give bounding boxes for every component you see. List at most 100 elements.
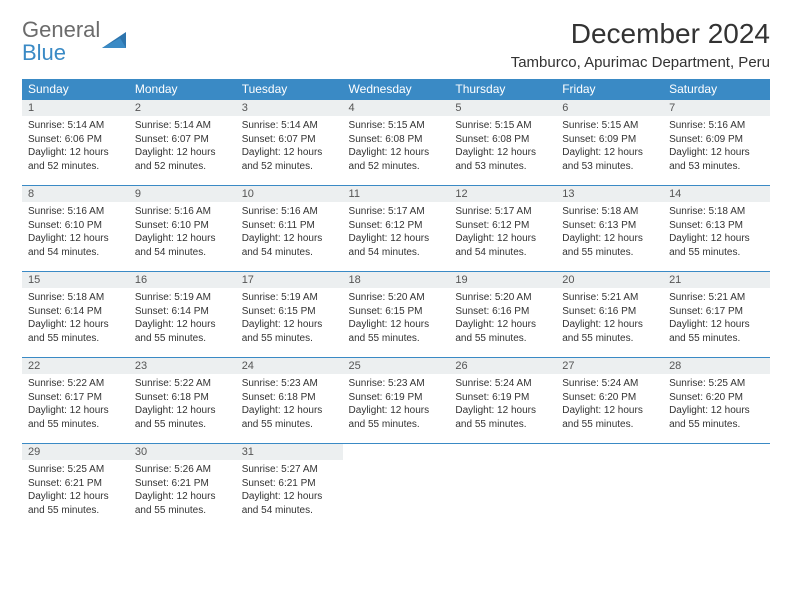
weekday-wednesday: Wednesday: [343, 79, 450, 100]
day-details: Sunrise: 5:24 AMSunset: 6:19 PMDaylight:…: [449, 374, 556, 435]
day-number: 22: [22, 358, 129, 374]
calendar-day: 7Sunrise: 5:16 AMSunset: 6:09 PMDaylight…: [663, 100, 770, 186]
calendar-day: 17Sunrise: 5:19 AMSunset: 6:15 PMDayligh…: [236, 272, 343, 358]
logo-triangle-icon: [102, 30, 128, 54]
header: General Blue December 2024 Tamburco, Apu…: [22, 18, 770, 71]
day-details: Sunrise: 5:19 AMSunset: 6:15 PMDaylight:…: [236, 288, 343, 349]
day-details: Sunrise: 5:14 AMSunset: 6:06 PMDaylight:…: [22, 116, 129, 177]
day-number: 17: [236, 272, 343, 288]
day-details: Sunrise: 5:25 AMSunset: 6:20 PMDaylight:…: [663, 374, 770, 435]
calendar-day: 2Sunrise: 5:14 AMSunset: 6:07 PMDaylight…: [129, 100, 236, 186]
calendar-day: 19Sunrise: 5:20 AMSunset: 6:16 PMDayligh…: [449, 272, 556, 358]
month-title: December 2024: [511, 18, 770, 50]
logo-line1: General: [22, 17, 100, 42]
day-number: 4: [343, 100, 450, 116]
calendar-day: 3Sunrise: 5:14 AMSunset: 6:07 PMDaylight…: [236, 100, 343, 186]
day-number: 1: [22, 100, 129, 116]
day-number: 6: [556, 100, 663, 116]
calendar-table: Sunday Monday Tuesday Wednesday Thursday…: [22, 79, 770, 530]
calendar-day: 21Sunrise: 5:21 AMSunset: 6:17 PMDayligh…: [663, 272, 770, 358]
day-details: Sunrise: 5:15 AMSunset: 6:08 PMDaylight:…: [343, 116, 450, 177]
calendar-day: 15Sunrise: 5:18 AMSunset: 6:14 PMDayligh…: [22, 272, 129, 358]
day-details: Sunrise: 5:25 AMSunset: 6:21 PMDaylight:…: [22, 460, 129, 521]
calendar-day: 11Sunrise: 5:17 AMSunset: 6:12 PMDayligh…: [343, 186, 450, 272]
day-number: 25: [343, 358, 450, 374]
day-number: 14: [663, 186, 770, 202]
day-details: Sunrise: 5:16 AMSunset: 6:10 PMDaylight:…: [129, 202, 236, 263]
location: Tamburco, Apurimac Department, Peru: [511, 54, 770, 71]
day-details: Sunrise: 5:24 AMSunset: 6:20 PMDaylight:…: [556, 374, 663, 435]
day-number: 27: [556, 358, 663, 374]
day-details: Sunrise: 5:20 AMSunset: 6:16 PMDaylight:…: [449, 288, 556, 349]
day-number: 7: [663, 100, 770, 116]
logo-line2: Blue: [22, 40, 66, 65]
day-details: Sunrise: 5:16 AMSunset: 6:10 PMDaylight:…: [22, 202, 129, 263]
day-number: 18: [343, 272, 450, 288]
day-details: Sunrise: 5:23 AMSunset: 6:18 PMDaylight:…: [236, 374, 343, 435]
calendar-day: 26Sunrise: 5:24 AMSunset: 6:19 PMDayligh…: [449, 358, 556, 444]
day-number: 5: [449, 100, 556, 116]
day-details: Sunrise: 5:17 AMSunset: 6:12 PMDaylight:…: [449, 202, 556, 263]
day-number: 21: [663, 272, 770, 288]
day-details: Sunrise: 5:20 AMSunset: 6:15 PMDaylight:…: [343, 288, 450, 349]
day-details: Sunrise: 5:18 AMSunset: 6:13 PMDaylight:…: [663, 202, 770, 263]
day-number: 10: [236, 186, 343, 202]
day-number: 13: [556, 186, 663, 202]
day-details: Sunrise: 5:17 AMSunset: 6:12 PMDaylight:…: [343, 202, 450, 263]
day-number: 31: [236, 444, 343, 460]
day-number: 26: [449, 358, 556, 374]
day-number: 16: [129, 272, 236, 288]
weekday-sunday: Sunday: [22, 79, 129, 100]
day-number: 19: [449, 272, 556, 288]
day-number: 20: [556, 272, 663, 288]
calendar-day: 10Sunrise: 5:16 AMSunset: 6:11 PMDayligh…: [236, 186, 343, 272]
day-details: Sunrise: 5:26 AMSunset: 6:21 PMDaylight:…: [129, 460, 236, 521]
day-details: Sunrise: 5:15 AMSunset: 6:08 PMDaylight:…: [449, 116, 556, 177]
day-details: Sunrise: 5:14 AMSunset: 6:07 PMDaylight:…: [129, 116, 236, 177]
day-details: Sunrise: 5:18 AMSunset: 6:13 PMDaylight:…: [556, 202, 663, 263]
calendar-day: 9Sunrise: 5:16 AMSunset: 6:10 PMDaylight…: [129, 186, 236, 272]
calendar-day: 28Sunrise: 5:25 AMSunset: 6:20 PMDayligh…: [663, 358, 770, 444]
calendar-day: 5Sunrise: 5:15 AMSunset: 6:08 PMDaylight…: [449, 100, 556, 186]
day-details: Sunrise: 5:15 AMSunset: 6:09 PMDaylight:…: [556, 116, 663, 177]
logo: General Blue: [22, 18, 128, 64]
calendar-day: 23Sunrise: 5:22 AMSunset: 6:18 PMDayligh…: [129, 358, 236, 444]
day-details: Sunrise: 5:18 AMSunset: 6:14 PMDaylight:…: [22, 288, 129, 349]
calendar-day: 13Sunrise: 5:18 AMSunset: 6:13 PMDayligh…: [556, 186, 663, 272]
day-number: 30: [129, 444, 236, 460]
day-number: 24: [236, 358, 343, 374]
day-details: Sunrise: 5:21 AMSunset: 6:16 PMDaylight:…: [556, 288, 663, 349]
day-details: Sunrise: 5:22 AMSunset: 6:18 PMDaylight:…: [129, 374, 236, 435]
day-details: Sunrise: 5:19 AMSunset: 6:14 PMDaylight:…: [129, 288, 236, 349]
weekday-thursday: Thursday: [449, 79, 556, 100]
day-details: Sunrise: 5:27 AMSunset: 6:21 PMDaylight:…: [236, 460, 343, 521]
day-number: 29: [22, 444, 129, 460]
calendar-day: 29Sunrise: 5:25 AMSunset: 6:21 PMDayligh…: [22, 444, 129, 530]
weekday-tuesday: Tuesday: [236, 79, 343, 100]
weekday-saturday: Saturday: [663, 79, 770, 100]
calendar-day: 12Sunrise: 5:17 AMSunset: 6:12 PMDayligh…: [449, 186, 556, 272]
day-details: Sunrise: 5:21 AMSunset: 6:17 PMDaylight:…: [663, 288, 770, 349]
calendar-day: 14Sunrise: 5:18 AMSunset: 6:13 PMDayligh…: [663, 186, 770, 272]
calendar-day: 30Sunrise: 5:26 AMSunset: 6:21 PMDayligh…: [129, 444, 236, 530]
calendar-day: 22Sunrise: 5:22 AMSunset: 6:17 PMDayligh…: [22, 358, 129, 444]
calendar-day: 25Sunrise: 5:23 AMSunset: 6:19 PMDayligh…: [343, 358, 450, 444]
day-number: 28: [663, 358, 770, 374]
day-number: 11: [343, 186, 450, 202]
calendar-day: 8Sunrise: 5:16 AMSunset: 6:10 PMDaylight…: [22, 186, 129, 272]
calendar-day: 31Sunrise: 5:27 AMSunset: 6:21 PMDayligh…: [236, 444, 343, 530]
weekday-header-row: Sunday Monday Tuesday Wednesday Thursday…: [22, 79, 770, 100]
day-number: 3: [236, 100, 343, 116]
day-number: 15: [22, 272, 129, 288]
calendar-day: 27Sunrise: 5:24 AMSunset: 6:20 PMDayligh…: [556, 358, 663, 444]
calendar-day: 18Sunrise: 5:20 AMSunset: 6:15 PMDayligh…: [343, 272, 450, 358]
calendar-day: 4Sunrise: 5:15 AMSunset: 6:08 PMDaylight…: [343, 100, 450, 186]
day-number: 8: [22, 186, 129, 202]
day-number: 12: [449, 186, 556, 202]
day-details: Sunrise: 5:23 AMSunset: 6:19 PMDaylight:…: [343, 374, 450, 435]
calendar-day: 16Sunrise: 5:19 AMSunset: 6:14 PMDayligh…: [129, 272, 236, 358]
calendar-day: 1Sunrise: 5:14 AMSunset: 6:06 PMDaylight…: [22, 100, 129, 186]
day-number: 2: [129, 100, 236, 116]
day-number: 23: [129, 358, 236, 374]
day-details: Sunrise: 5:22 AMSunset: 6:17 PMDaylight:…: [22, 374, 129, 435]
